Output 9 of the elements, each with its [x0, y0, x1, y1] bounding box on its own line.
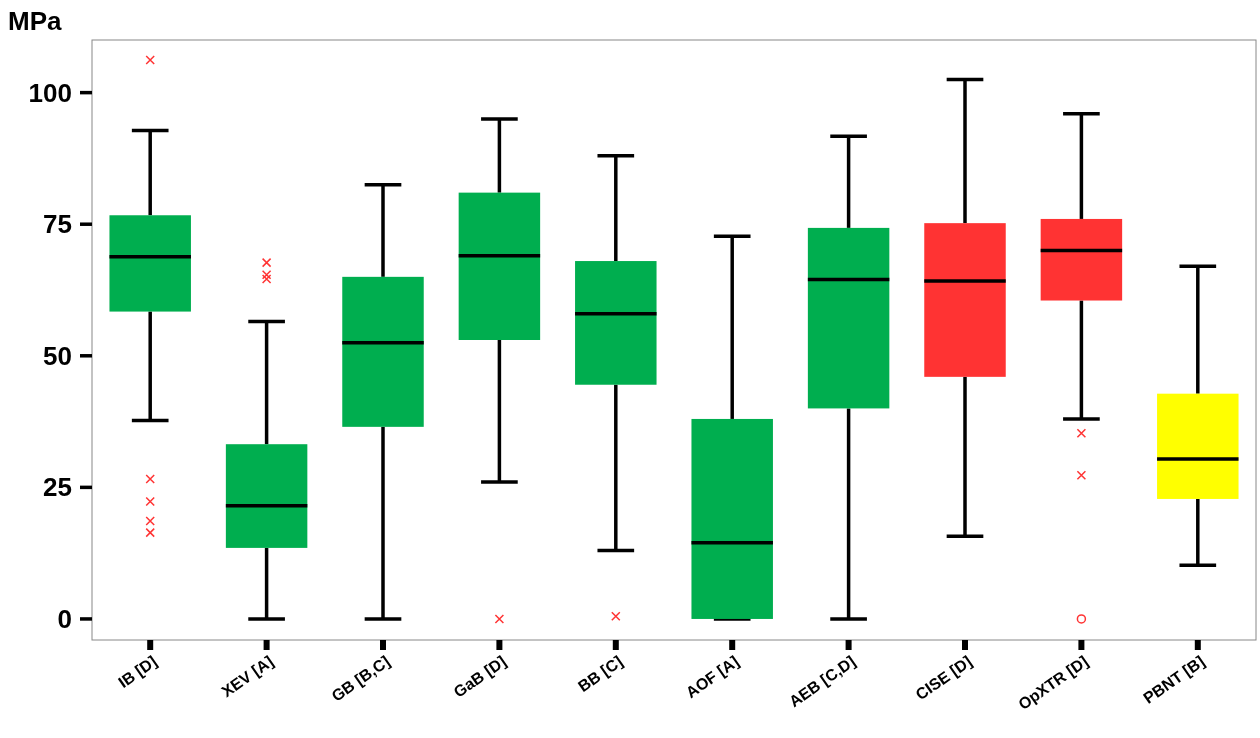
x-tick-label: BB [C] — [575, 652, 626, 695]
x-tick-label: IB [D] — [115, 652, 160, 691]
y-axis-title: MPa — [8, 6, 62, 36]
x-tick-label: GaB [D] — [450, 652, 510, 701]
y-tick-label: 75 — [43, 209, 72, 240]
y-tick-label: 100 — [28, 77, 72, 108]
y-tick-label: 0 — [57, 604, 72, 635]
y-tick-label: 25 — [43, 472, 72, 503]
y-tick-label: 50 — [43, 340, 72, 371]
